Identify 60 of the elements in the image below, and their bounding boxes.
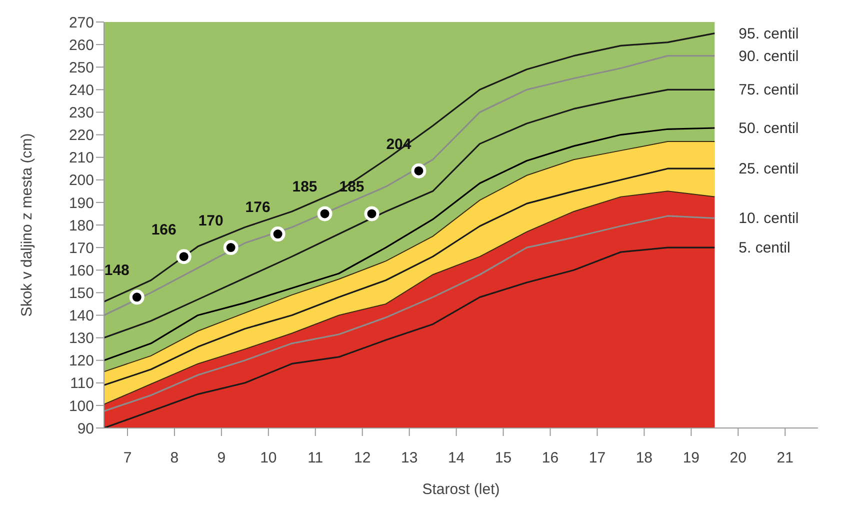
point <box>411 163 426 178</box>
line-series <box>104 215 716 412</box>
y-tick-label: 270 <box>68 14 94 32</box>
point <box>129 290 144 305</box>
y-tick-label: 110 <box>70 375 94 392</box>
point <box>176 249 192 264</box>
data-label: 166 <box>151 222 176 239</box>
x-tick-label: 21 <box>776 450 794 467</box>
x-tick-label: 15 <box>494 450 512 467</box>
series-label: 90. centil <box>738 48 799 65</box>
x-tick-label: 17 <box>588 450 606 467</box>
y-tick-label: 240 <box>68 82 94 99</box>
line-series <box>104 127 716 362</box>
y-tick-label: 200 <box>68 172 94 190</box>
y-tick-label: 180 <box>68 217 94 234</box>
series-label: 5. centil <box>738 240 790 257</box>
x-tick-label: 13 <box>400 450 418 467</box>
y-tick-label: 210 <box>68 150 94 167</box>
x-tick-label: 19 <box>682 450 700 467</box>
line-series <box>104 246 716 428</box>
y-axis-title: Skok v daljino z mesta (cm) <box>18 133 36 317</box>
x-tick-label: 16 <box>542 450 559 467</box>
y-tick-label: 120 <box>68 352 94 370</box>
series-label: 75. centil <box>738 82 799 99</box>
x-tick-label: 12 <box>354 450 371 467</box>
y-tick-label: 250 <box>68 59 94 76</box>
series-label: 95. centil <box>738 25 799 42</box>
y-tick-label: 160 <box>68 262 94 280</box>
y-tick-label: 130 <box>68 330 94 348</box>
point <box>364 206 380 222</box>
x-tick-label: 8 <box>170 450 179 467</box>
x-tick-label: 9 <box>217 450 226 467</box>
x-tick-label: 7 <box>123 450 132 467</box>
y-tick-label: 190 <box>68 194 94 212</box>
line-series <box>104 168 716 386</box>
series-label: 10. centil <box>738 210 799 228</box>
point <box>223 240 238 256</box>
y-tick-label: 100 <box>68 398 94 415</box>
y-tick-label: 140 <box>68 308 94 325</box>
data-label: 176 <box>245 199 270 216</box>
line-series <box>104 88 716 339</box>
series-label: 50. centil <box>738 120 799 138</box>
x-tick-label: 14 <box>448 450 465 467</box>
point <box>317 206 332 222</box>
y-tick-label: 90 <box>77 420 94 438</box>
x-tick-label: 11 <box>308 450 324 467</box>
series-label: 25. centil <box>738 160 799 178</box>
y-tick-label: 260 <box>68 36 94 54</box>
x-tick-label: 18 <box>636 450 653 467</box>
x-tick-label: 20 <box>730 450 746 467</box>
x-axis-title: Starost (let) <box>422 481 500 498</box>
y-tick-label: 220 <box>68 127 94 144</box>
x-tick-label: 10 <box>260 450 277 467</box>
data-label: 170 <box>198 212 224 230</box>
point <box>270 226 286 242</box>
y-tick-label: 150 <box>68 284 94 302</box>
y-tick-label: 170 <box>68 240 94 257</box>
data-label: 185 <box>292 178 318 196</box>
y-tick-label: 230 <box>68 104 94 122</box>
data-label: 148 <box>104 262 130 280</box>
